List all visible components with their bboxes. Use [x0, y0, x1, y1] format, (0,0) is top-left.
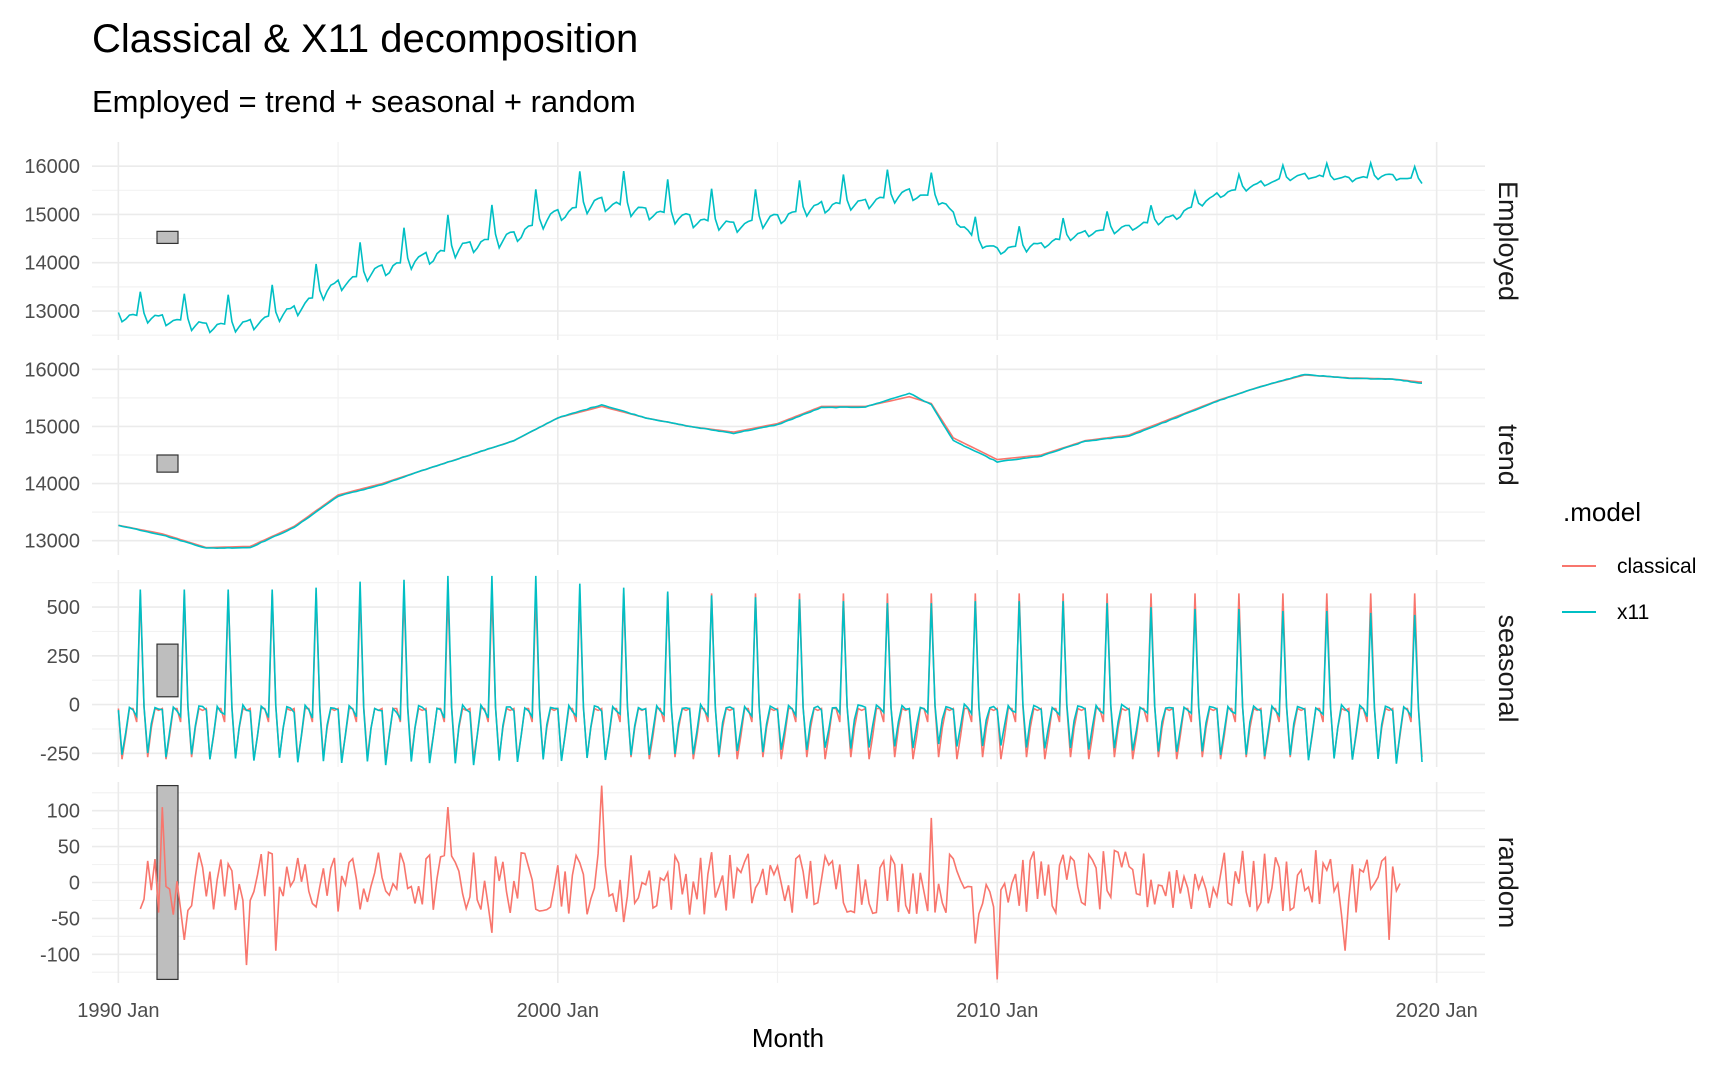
legend: .model classical x11: [1562, 497, 1696, 624]
series-line-classical-trend: [118, 374, 1423, 549]
x-axis: 1990 Jan 2000 Jan 2010 Jan 2020 Jan: [77, 1000, 1478, 1022]
chart-title: Classical & X11 decomposition: [92, 17, 638, 61]
y-tick-label: 500: [47, 597, 80, 619]
y-tick-label: -50: [51, 908, 80, 930]
series-line-x11-employed: [117, 159, 1423, 334]
strip-label-trend: trend: [1493, 424, 1523, 486]
y-tick-label: 15000: [24, 204, 80, 226]
chart-subtitle: Employed = trend + seasonal + random: [92, 84, 636, 119]
y-tick-label: 50: [58, 837, 80, 859]
y-tick-label: 14000: [24, 253, 80, 275]
y-tick-label: 13000: [24, 531, 80, 553]
y-tick-label: 250: [47, 646, 80, 668]
panel-trend: 13000 14000 15000 16000 trend: [24, 355, 1523, 555]
scale-bar: [156, 230, 179, 245]
x-tick-label: 2010 Jan: [956, 1000, 1038, 1022]
strip-label-random: random: [1493, 837, 1523, 929]
y-tick-label: 14000: [24, 474, 80, 496]
scale-bar: [156, 454, 179, 473]
y-tick-label: 16000: [24, 156, 80, 178]
y-tick-label: 16000: [24, 359, 80, 381]
y-tick-label: 13000: [24, 301, 80, 323]
series-line-x11-seasonal: [117, 575, 1423, 766]
panel-employed: 13000 14000 15000 16000 Employed: [24, 142, 1523, 340]
series-line-x11-trend: [118, 373, 1423, 550]
scale-bar: [156, 643, 179, 698]
panel-seasonal: -250 0 250 500 seasonal: [40, 570, 1523, 767]
x-tick-label: 1990 Jan: [77, 1000, 159, 1022]
y-tick-label: 0: [69, 695, 80, 717]
panel-random: -100 -50 0 50 100 random: [40, 782, 1523, 983]
y-tick-label: 100: [47, 801, 80, 823]
x-axis-title: Month: [752, 1023, 824, 1053]
legend-title: .model: [1563, 497, 1641, 527]
legend-label-classical: classical: [1617, 555, 1696, 578]
strip-label-employed: Employed: [1493, 181, 1523, 301]
series-line-classical-random: [139, 785, 1401, 980]
y-tick-label: 0: [69, 873, 80, 895]
y-tick-label: -250: [40, 743, 80, 765]
x-tick-label: 2000 Jan: [517, 1000, 599, 1022]
legend-label-x11: x11: [1617, 601, 1649, 624]
y-tick-label: -100: [40, 944, 80, 966]
x-tick-label: 2020 Jan: [1396, 1000, 1478, 1022]
y-tick-label: 15000: [24, 416, 80, 438]
strip-label-seasonal: seasonal: [1493, 614, 1523, 722]
facet-panels: 13000 14000 15000 16000 Employed 13000 14000 15…: [24, 142, 1523, 983]
